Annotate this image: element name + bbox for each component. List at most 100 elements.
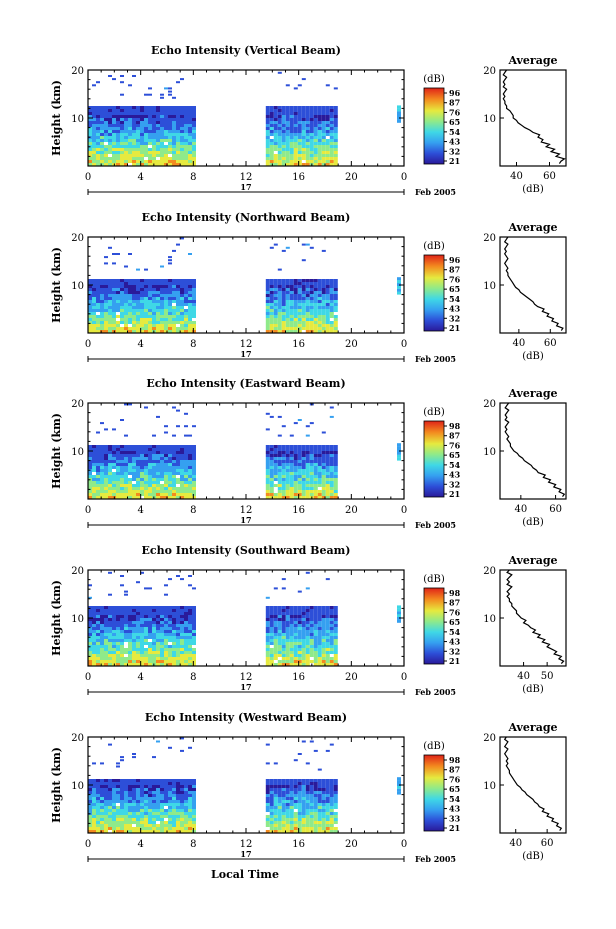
- heatmap-cell: [289, 624, 294, 627]
- heatmap-cell: [313, 124, 318, 127]
- heatmap-cell: [184, 627, 188, 630]
- heatmap-cell: [297, 142, 302, 145]
- heatmap-cell: [120, 163, 124, 166]
- heatmap-cell: [176, 115, 180, 118]
- heatmap-cell: [112, 660, 116, 663]
- heatmap-cell: [309, 493, 314, 496]
- heatmap-cell: [116, 151, 120, 154]
- heatmap-cell: [289, 288, 294, 291]
- heatmap-cell: [265, 472, 270, 475]
- heatmap-cell: [269, 639, 274, 642]
- heatmap-cell: [309, 803, 314, 806]
- heatmap-cell: [108, 627, 112, 630]
- heatmap-cell: [120, 75, 124, 77]
- heatmap-cell: [156, 654, 160, 657]
- heatmap-cell: [96, 330, 100, 333]
- heatmap-cell: [188, 460, 192, 463]
- heatmap-cell: [176, 657, 180, 660]
- heatmap-cell: [333, 315, 338, 318]
- heatmap-cell: [397, 785, 401, 789]
- heatmap-cell: [285, 460, 290, 463]
- heatmap-cell: [192, 806, 196, 809]
- heatmap-cell: [273, 648, 278, 651]
- heatmap-cell: [325, 475, 330, 478]
- heatmap-cell: [309, 797, 314, 800]
- heatmap-cell: [136, 609, 140, 612]
- heatmap-cell: [120, 115, 124, 118]
- heatmap-cell: [140, 490, 144, 493]
- heatmap-cell: [333, 803, 338, 806]
- heatmap-cell: [92, 490, 96, 493]
- heatmap-cell: [188, 133, 192, 136]
- heatmap-cell: [289, 130, 294, 133]
- heatmap-cell: [301, 487, 306, 490]
- heatmap-cell: [156, 291, 160, 294]
- profile-y-tick-label: 10: [483, 281, 496, 292]
- heatmap-cell: [132, 457, 136, 460]
- heatmap-cell: [297, 106, 302, 109]
- heatmap-cell: [132, 294, 136, 297]
- heatmap-cell: [144, 318, 148, 321]
- heatmap-cell: [144, 812, 148, 815]
- heatmap-cell: [172, 460, 176, 463]
- heatmap-cell: [168, 309, 172, 312]
- heatmap-cell: [281, 496, 286, 499]
- heatmap-cell: [301, 654, 306, 657]
- heatmap-cell: [164, 469, 168, 472]
- heatmap-cell: [168, 124, 172, 127]
- heatmap-cell: [144, 300, 148, 303]
- heatmap-cell: [152, 118, 156, 121]
- heatmap-cell: [164, 606, 168, 609]
- heatmap-cell: [88, 475, 92, 478]
- heatmap-cell: [184, 660, 188, 663]
- heatmap-cell: [140, 609, 144, 612]
- heatmap-cell: [301, 645, 306, 648]
- heatmap-cell: [329, 606, 334, 609]
- heatmap-cell: [116, 157, 120, 160]
- heatmap-cell: [92, 324, 96, 327]
- x-tick-label: 0: [401, 505, 407, 516]
- heatmap-cell: [273, 139, 278, 142]
- heatmap-cell: [92, 663, 96, 666]
- heatmap-cell: [132, 642, 136, 645]
- profile-x-label: (dB): [522, 684, 544, 695]
- heatmap-cell: [144, 478, 148, 481]
- heatmap-cell: [144, 466, 148, 469]
- heatmap-cell: [273, 324, 278, 327]
- heatmap-cell: [152, 315, 156, 318]
- heatmap-cell: [285, 633, 290, 636]
- heatmap-cell: [88, 809, 92, 812]
- heatmap-cell: [92, 145, 96, 148]
- heatmap-cell: [172, 309, 176, 312]
- heatmap-cell: [112, 463, 116, 466]
- heatmap-cell: [176, 425, 180, 428]
- heatmap-cell: [329, 496, 334, 499]
- heatmap-cell: [164, 645, 168, 648]
- heatmap-cell: [148, 484, 152, 487]
- heatmap-cell: [273, 472, 278, 475]
- heatmap-cell: [273, 309, 278, 312]
- heatmap-cell: [180, 809, 184, 812]
- heatmap-cell: [156, 415, 160, 418]
- heatmap-cell: [333, 651, 338, 654]
- heatmap-cell: [152, 490, 156, 493]
- heatmap-cell: [132, 606, 136, 609]
- heatmap-cell: [140, 448, 144, 451]
- heatmap-cell: [305, 282, 310, 285]
- heatmap-cell: [176, 460, 180, 463]
- heatmap-cell: [148, 612, 152, 615]
- heatmap-cell: [172, 282, 176, 285]
- heatmap-cell: [176, 457, 180, 460]
- heatmap-cell: [108, 606, 112, 609]
- heatmap-cell: [297, 621, 302, 624]
- heatmap-cell: [180, 148, 184, 151]
- heatmap-cell: [112, 788, 116, 791]
- heatmap-cell: [188, 457, 192, 460]
- heatmap-cell: [108, 463, 112, 466]
- heatmap-cell: [88, 791, 92, 794]
- heatmap-cell: [120, 297, 124, 300]
- x-tick-label: 4: [137, 505, 143, 516]
- heatmap-cell: [128, 297, 132, 300]
- heatmap-cell: [289, 779, 294, 782]
- heatmap-cell: [317, 130, 322, 133]
